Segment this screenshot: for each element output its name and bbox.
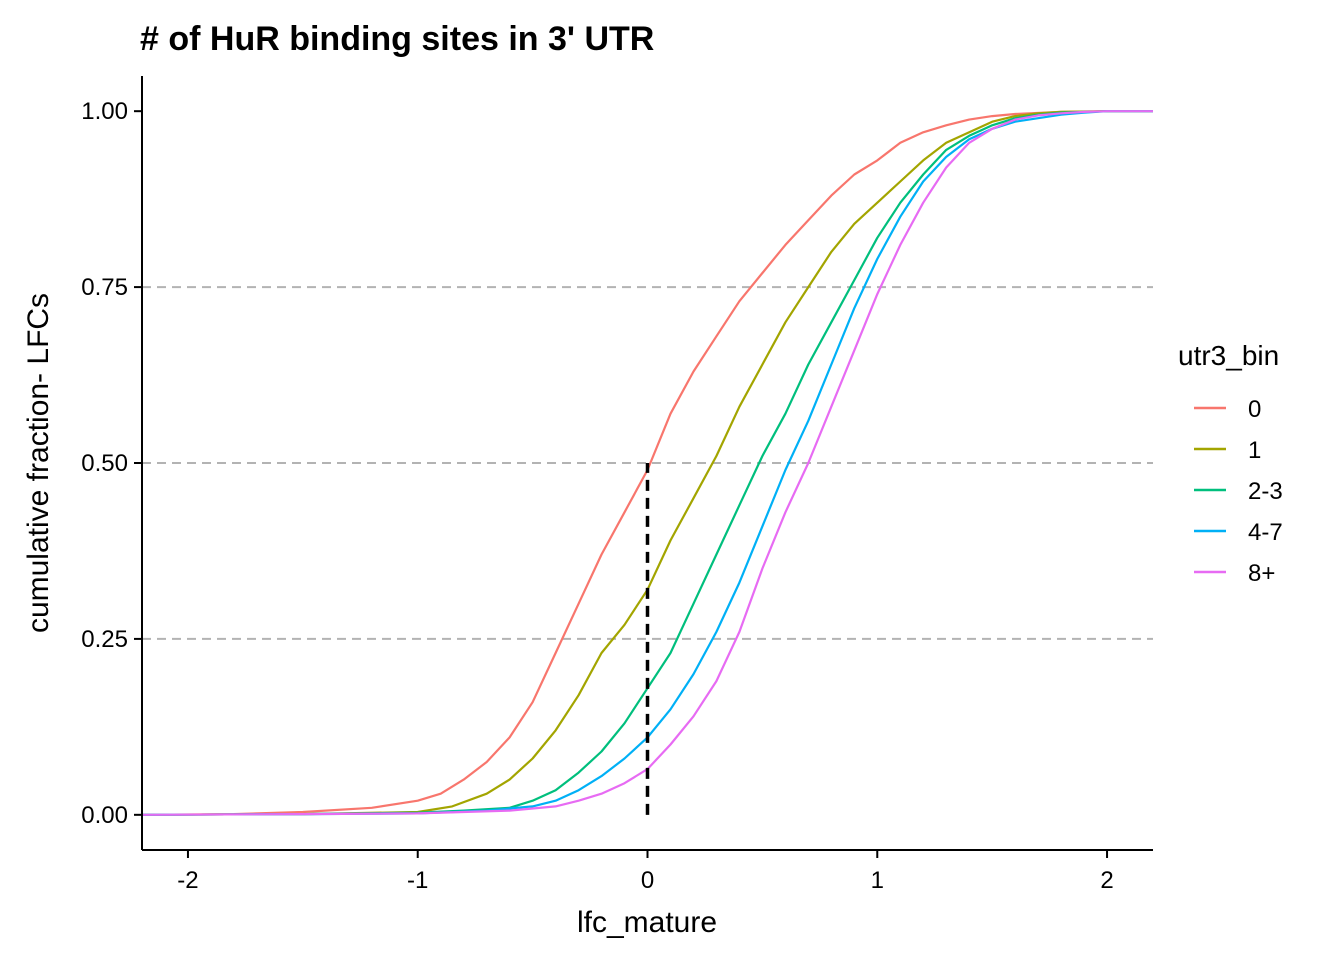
- series-line-3: [141, 110, 1153, 816]
- series-line-0: [141, 110, 1153, 816]
- chart-title: # of HuR binding sites in 3' UTR: [140, 20, 654, 58]
- series-line-2: [141, 110, 1153, 816]
- series-lines: [141, 110, 1153, 816]
- series-line-1: [141, 110, 1153, 816]
- legend-label-4: 8+: [1248, 560, 1275, 587]
- legend-label-0: 0: [1248, 396, 1261, 423]
- y-tick-label-4: 1.00: [81, 98, 128, 125]
- y-tick-label-1: 0.25: [81, 626, 128, 653]
- y-tick-label-0: 0.00: [81, 802, 128, 829]
- x-axis-title: lfc_mature: [577, 906, 717, 939]
- legend-title: utr3_bin: [1178, 340, 1279, 371]
- x-tick-label-1: -1: [407, 867, 428, 894]
- legend-label-1: 1: [1248, 437, 1261, 464]
- gridlines: [142, 286, 1153, 640]
- y-tick-label-2: 0.50: [81, 450, 128, 477]
- x-tick-label-4: 2: [1100, 867, 1113, 894]
- legend-label-3: 4-7: [1248, 519, 1283, 546]
- x-tick-label-3: 1: [871, 867, 884, 894]
- x-tick-label-2: 0: [641, 867, 654, 894]
- x-tick-label-0: -2: [177, 867, 198, 894]
- legend: utr3_bin 0 1 2-3 4-7 8+: [1178, 340, 1283, 587]
- y-tick-label-3: 0.75: [81, 274, 128, 301]
- axes: 0.00 0.25 0.50 0.75 1.00 -2 -1 0 1 2: [81, 76, 1153, 894]
- series-line-4: [141, 110, 1153, 816]
- legend-label-2: 2-3: [1248, 478, 1283, 505]
- y-axis-title: cumulative fraction- LFCs: [22, 293, 55, 633]
